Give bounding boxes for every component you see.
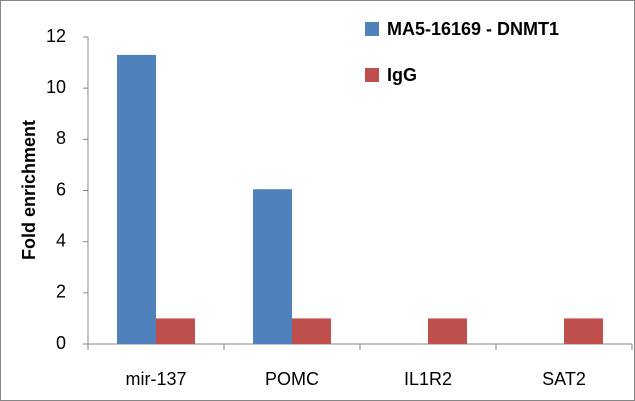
bar xyxy=(564,318,603,344)
x-tick-label: POMC xyxy=(265,369,319,389)
legend-swatch xyxy=(365,68,379,82)
y-tick-label: 2 xyxy=(56,282,66,302)
bar xyxy=(428,318,467,344)
y-tick-label: 0 xyxy=(56,333,66,353)
bar xyxy=(156,318,195,344)
y-axis-label: Fold enrichment xyxy=(19,120,39,260)
bar xyxy=(292,318,331,344)
y-tick-label: 10 xyxy=(46,77,66,97)
bar xyxy=(253,189,292,344)
legend-label: MA5-16169 - DNMT1 xyxy=(387,19,559,39)
x-tick-label: mir-137 xyxy=(125,369,186,389)
legend-label: IgG xyxy=(387,65,417,85)
y-tick-label: 4 xyxy=(56,230,66,250)
y-tick-label: 8 xyxy=(56,128,66,148)
y-tick-label: 6 xyxy=(56,179,66,199)
legend-swatch xyxy=(365,22,379,36)
y-tick-label: 12 xyxy=(46,26,66,46)
bar xyxy=(117,54,156,345)
x-tick-label: IL1R2 xyxy=(404,369,452,389)
x-tick-label: SAT2 xyxy=(542,369,586,389)
